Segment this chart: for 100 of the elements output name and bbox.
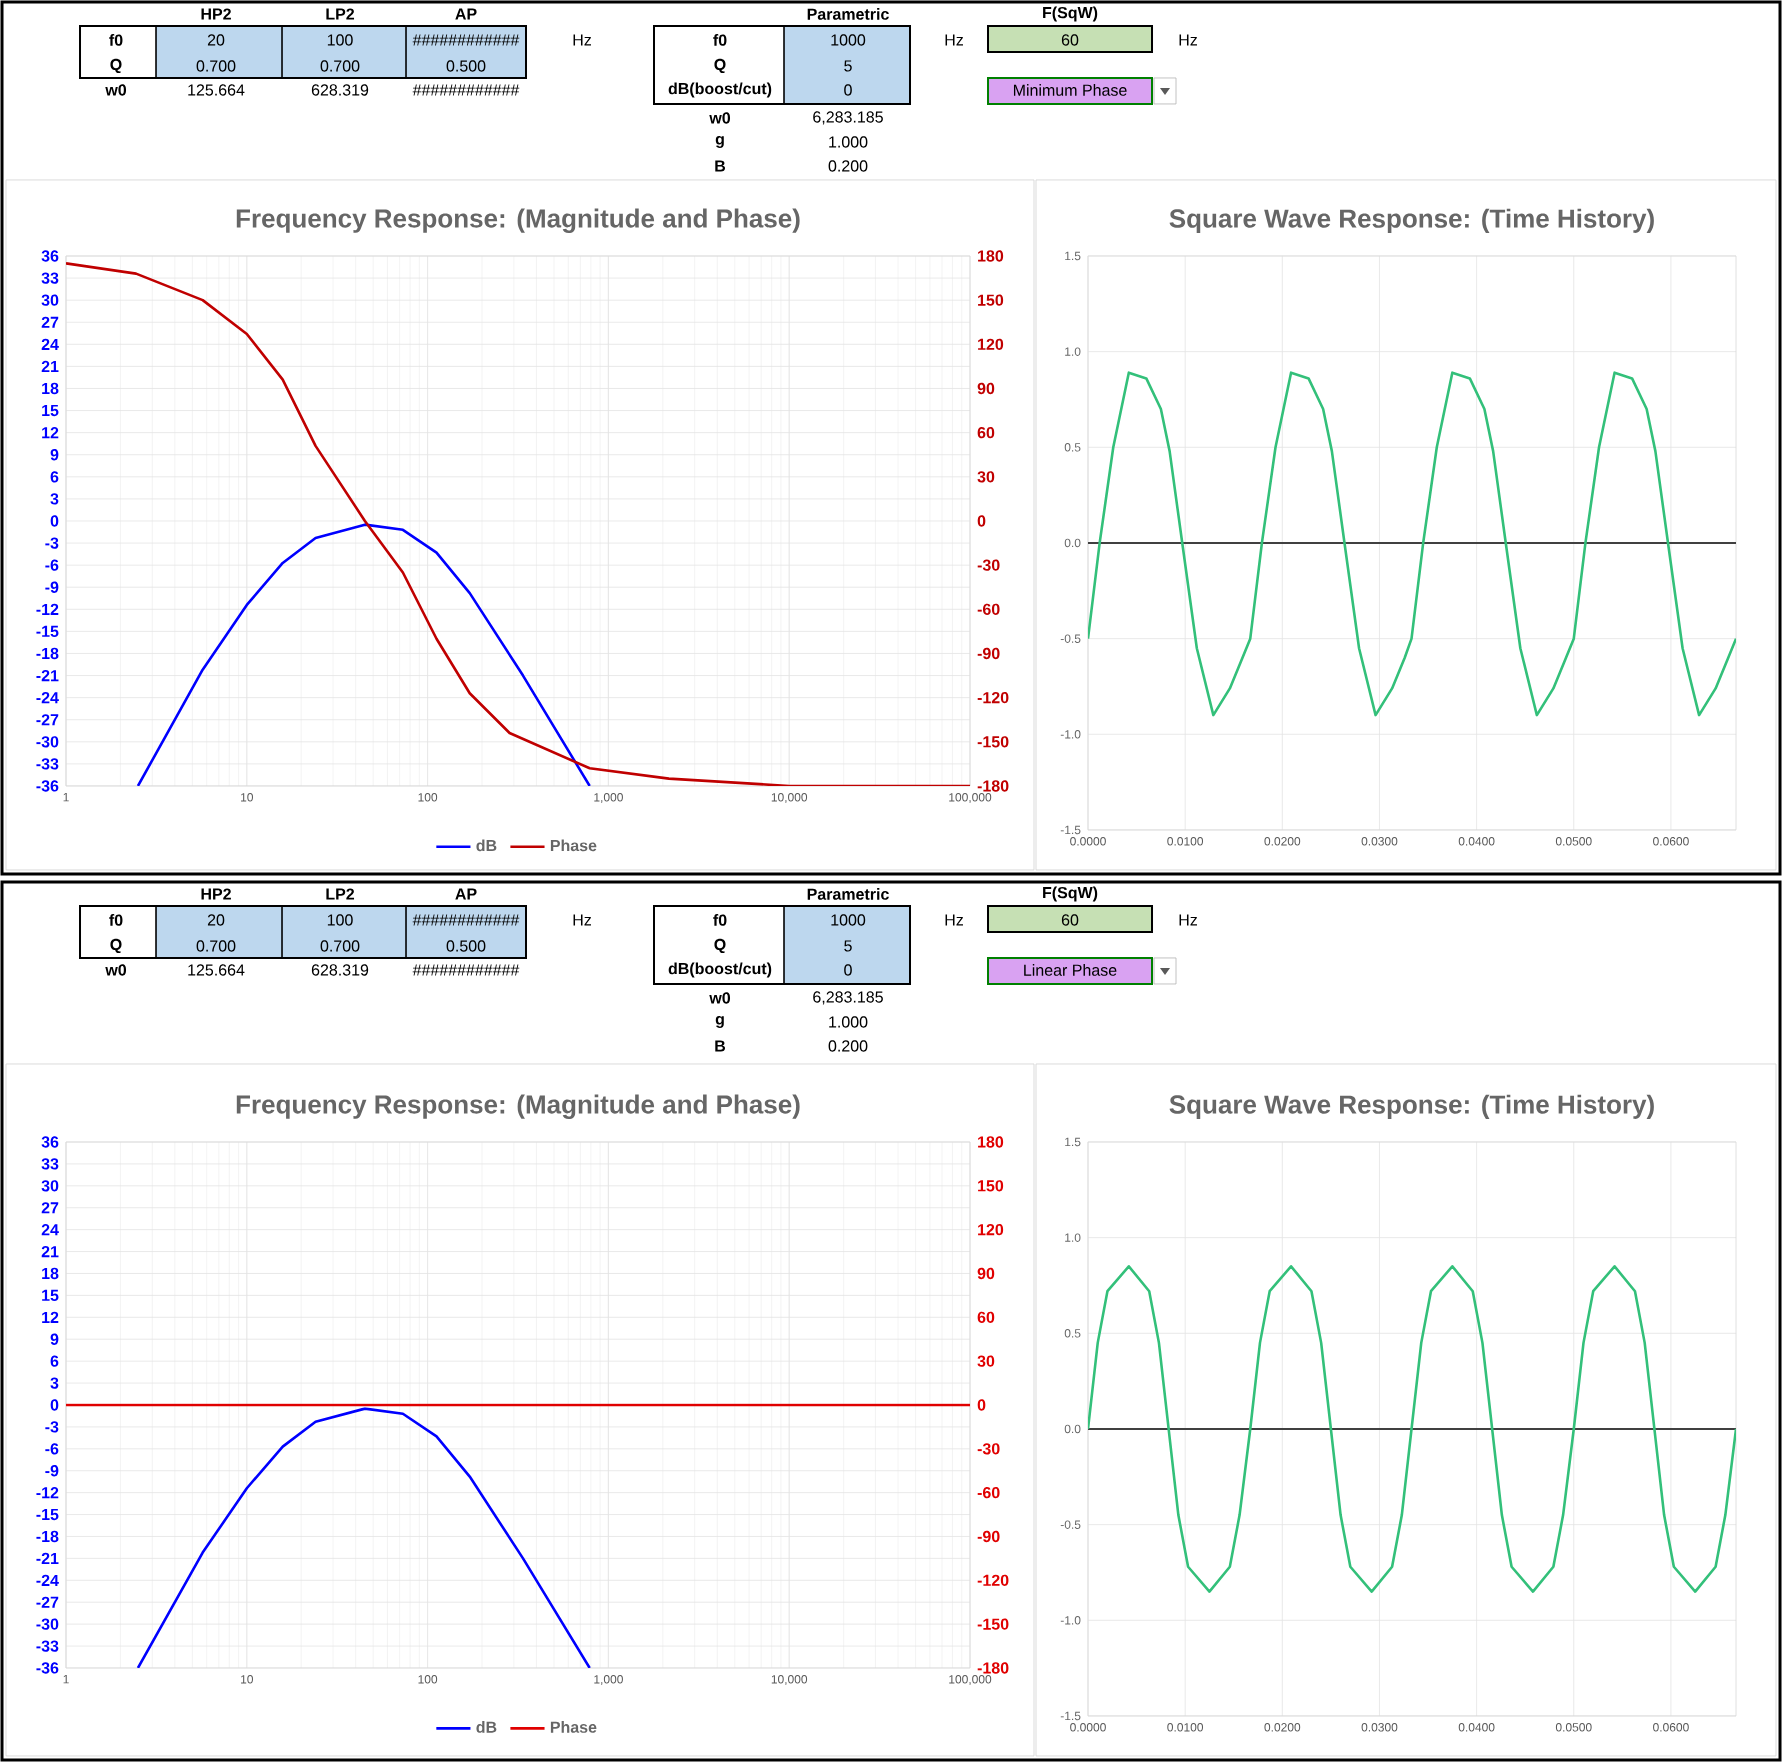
y-tick-label: -6 xyxy=(45,559,59,571)
text: Hz xyxy=(573,34,591,46)
text: B xyxy=(715,1040,726,1052)
y2-tick-label: 180 xyxy=(978,1136,1004,1148)
y-tick-label: 27 xyxy=(41,1202,59,1214)
legend-label: Phase xyxy=(550,1721,597,1733)
text: 0.700 xyxy=(196,940,236,952)
y2-tick-label: 90 xyxy=(977,382,995,395)
text: AP xyxy=(455,888,477,900)
y-tick-label: 18 xyxy=(42,1267,59,1280)
y-tick-label: 24 xyxy=(41,1224,59,1236)
y-tick-label: -3 xyxy=(45,537,59,549)
y2-tick-label: -90 xyxy=(977,1530,1000,1543)
text: 100 xyxy=(327,34,353,46)
y-tick-label: 0 xyxy=(50,515,59,527)
text: LP2 xyxy=(326,888,355,900)
y2-tick-label: 150 xyxy=(978,1180,1004,1192)
y2-tick-label: -150 xyxy=(977,1618,1009,1630)
y-tick-label: 30 xyxy=(41,294,59,306)
y-tick-label: 27 xyxy=(41,316,59,328)
legend-label: dB xyxy=(476,839,497,852)
y-tick-label: -9 xyxy=(45,1465,59,1477)
text: 0.700 xyxy=(196,60,236,72)
chart-title: Frequency Response: (Magnitude and Phase) xyxy=(236,208,800,233)
y-tick-label: -18 xyxy=(36,1530,59,1543)
text: 60 xyxy=(1061,914,1079,926)
text: f0 xyxy=(713,914,727,926)
text: 5 xyxy=(844,60,852,72)
text: B xyxy=(715,160,726,172)
text: 628.319 xyxy=(311,84,369,96)
text: 1.000 xyxy=(829,136,868,148)
text: w0 xyxy=(105,84,127,96)
text: f0 xyxy=(713,34,727,46)
y2-tick-label: 30 xyxy=(977,471,995,483)
y-tick-label: 0 xyxy=(50,1399,59,1411)
y-tick-label: 12 xyxy=(42,427,59,439)
text: Hz xyxy=(945,34,963,46)
y-tick-label: -24 xyxy=(36,692,59,704)
y-tick-label: -21 xyxy=(36,669,59,682)
y-tick-label: 33 xyxy=(41,1158,59,1170)
y2-tick-label: -60 xyxy=(977,1486,1000,1499)
text: ############ xyxy=(412,964,520,976)
text: Hz xyxy=(945,914,963,926)
y-tick-label: -15 xyxy=(36,1508,59,1521)
y-tick-label: 3 xyxy=(50,493,59,505)
y-tick-label: -27 xyxy=(36,714,59,726)
y-tick-label: -24 xyxy=(36,1574,59,1586)
y-tick-label: -3 xyxy=(45,1421,59,1433)
text: g xyxy=(715,135,724,148)
text: 125.664 xyxy=(188,964,245,976)
text: 5 xyxy=(844,940,852,952)
text: AP xyxy=(455,8,477,20)
y2-tick-label: -180 xyxy=(977,780,1009,792)
text: Minimum Phase xyxy=(1013,84,1127,96)
text: w0 xyxy=(709,992,731,1004)
text: 0 xyxy=(844,84,852,96)
y2-tick-label: 60 xyxy=(977,426,995,439)
y-tick-label: 9 xyxy=(50,1333,59,1345)
text: Q xyxy=(110,938,122,954)
y-tick-label: -15 xyxy=(36,625,59,637)
y-tick-label: -12 xyxy=(36,603,59,615)
y-tick-label: 33 xyxy=(41,272,59,284)
y-tick-label: -36 xyxy=(36,1662,59,1674)
y-tick-label: 6 xyxy=(50,471,59,483)
text: F(SqW) xyxy=(1043,886,1098,902)
text: Hz xyxy=(1179,914,1197,926)
text: 20 xyxy=(207,914,225,926)
text: 6,283.185 xyxy=(813,111,883,125)
text: LP2 xyxy=(326,8,355,20)
text: f0 xyxy=(109,914,123,926)
text: 6,283.185 xyxy=(813,991,883,1005)
y2-tick-label: 120 xyxy=(978,1223,1004,1236)
text: Q xyxy=(110,58,122,74)
text: 0.200 xyxy=(828,1040,868,1052)
y2-tick-label: -150 xyxy=(977,736,1009,748)
y-tick-label: 30 xyxy=(41,1180,59,1192)
text: HP2 xyxy=(201,8,231,20)
y-tick-label: 18 xyxy=(42,382,59,395)
text: w0 xyxy=(105,964,127,976)
text: 1000 xyxy=(831,34,866,46)
y-tick-label: 9 xyxy=(50,449,59,461)
text: f0 xyxy=(109,34,123,46)
y-tick-label: 6 xyxy=(50,1355,59,1367)
text: dB(boost/cut) xyxy=(668,82,772,98)
chart-title: Square Wave Response: (Time History) xyxy=(1169,1094,1654,1119)
text: 60 xyxy=(1061,34,1079,46)
y2-tick-label: 0 xyxy=(977,515,986,527)
y-tick-label: -6 xyxy=(45,1443,59,1455)
text: 0.500 xyxy=(446,940,486,952)
text: w0 xyxy=(709,112,731,124)
y2-tick-label: -30 xyxy=(977,1443,1000,1455)
text: 628.319 xyxy=(311,964,369,976)
y-tick-label: -30 xyxy=(36,736,59,748)
text: 0.700 xyxy=(320,60,360,72)
y-tick-label: 36 xyxy=(41,250,59,262)
y2-tick-label: -120 xyxy=(977,1574,1009,1586)
y-tick-label: -21 xyxy=(36,1552,59,1564)
y-tick-label: -12 xyxy=(36,1487,59,1499)
text: g xyxy=(715,1015,724,1028)
y-tick-label: -33 xyxy=(36,1640,59,1652)
